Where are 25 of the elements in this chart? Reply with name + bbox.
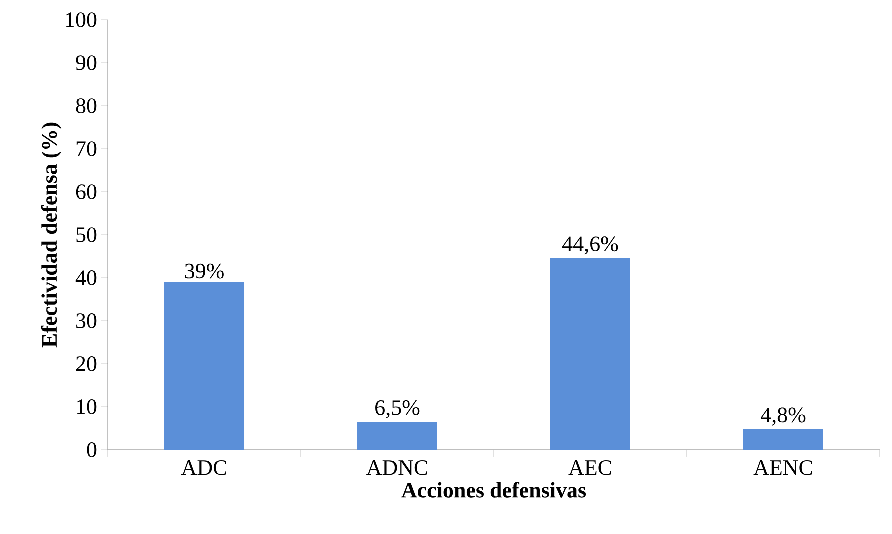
x-tick-label: ADNC [366,460,428,476]
y-tick-label: 90 [76,56,97,70]
data-label: 44,6% [562,236,618,255]
data-label: 39% [185,264,224,279]
x-axis-title: Acciones defensivas [402,482,586,498]
x-tick-label: AEC [568,460,612,476]
bar [550,258,630,450]
y-tick-label: 80 [76,98,97,114]
y-tick-label: 70 [76,142,97,156]
y-tick-label: 40 [76,270,97,286]
y-axis-title: Efectividad defensa (%) [41,122,62,348]
y-tick-label: 50 [76,228,97,242]
data-label: 6,5% [376,400,420,419]
y-tick-label: 60 [76,184,97,200]
bar [743,429,824,450]
data-label: 4,8% [761,408,806,426]
y-tick-label: 10 [77,400,97,414]
y-tick-label: 100 [66,12,97,28]
x-tick-label: ADC [182,460,227,476]
y-tick-label: 30 [76,314,97,328]
y-tick-label: 20 [76,356,97,372]
bar [164,282,245,450]
x-tick-label: AENC [754,460,812,476]
y-tick-label: 0 [87,442,97,458]
bar [358,422,438,450]
